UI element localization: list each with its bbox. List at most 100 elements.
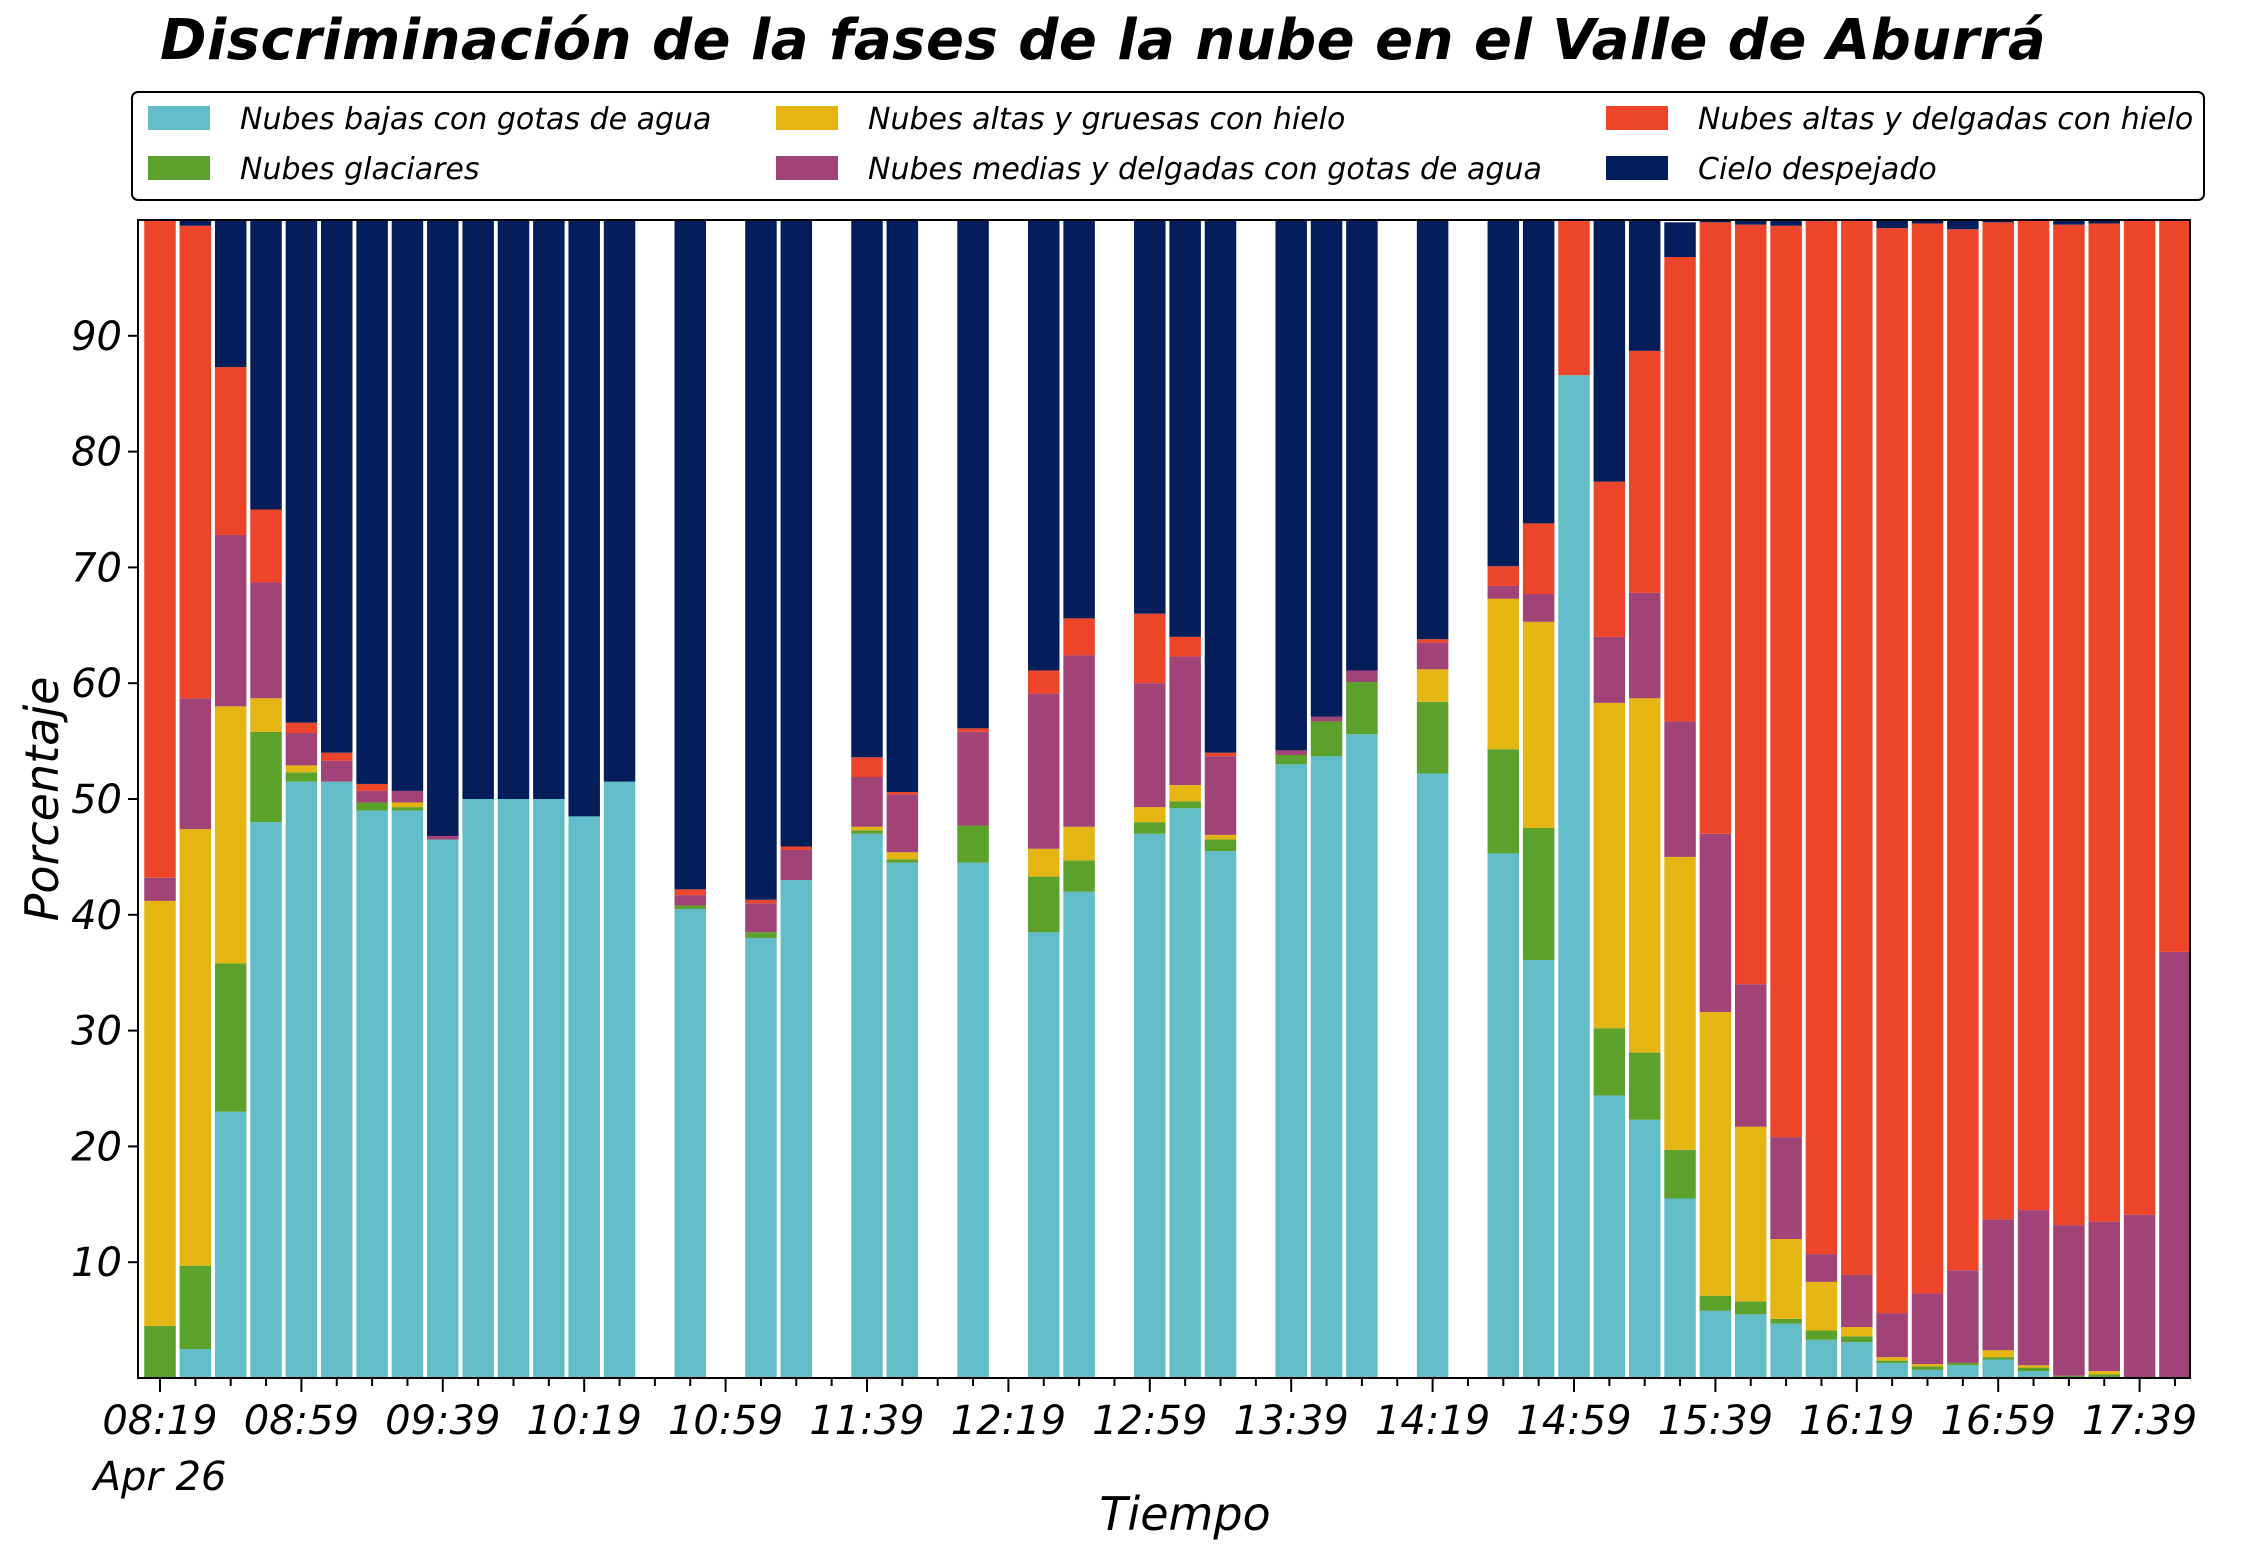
- bar-segment: [391, 220, 424, 791]
- bar-segment: [745, 932, 777, 938]
- bar-segment: [2159, 951, 2191, 1378]
- bar-segment: [391, 790, 424, 803]
- bar-segment: [1558, 220, 1590, 376]
- bar-segment: [1346, 682, 1378, 735]
- bar-segment: [321, 781, 353, 1378]
- bar-segment: [886, 792, 919, 795]
- bar-segment: [1063, 618, 1095, 656]
- bar-segment: [1487, 853, 1520, 1378]
- bar-segment: [1982, 220, 2014, 223]
- bar-segment: [1876, 228, 1908, 1314]
- x-tick-label: 11:39: [809, 1398, 924, 1444]
- bar-segment: [1735, 1126, 1767, 1302]
- bar-segment: [1028, 876, 1060, 933]
- legend-swatch: [776, 156, 838, 180]
- bar-segment: [1841, 1342, 1873, 1378]
- legend-swatch: [148, 156, 210, 180]
- bar-segment: [179, 1349, 212, 1378]
- bar-segment: [321, 760, 353, 782]
- bar-segment: [1664, 856, 1696, 1150]
- bar-segment: [1841, 1327, 1873, 1337]
- bar-segment: [427, 836, 459, 840]
- bar-segment: [321, 220, 353, 753]
- bar-segment: [2053, 1225, 2085, 1376]
- bar-segment: [1593, 481, 1626, 637]
- x-tick-label: 17:39: [2082, 1398, 2197, 1444]
- bar-segment: [2159, 220, 2191, 952]
- bar-segment: [1911, 1366, 1944, 1370]
- x-tick-label: 12:59: [1092, 1398, 1207, 1444]
- bar-segment: [285, 732, 318, 766]
- bar-segment: [1134, 220, 1166, 614]
- bar-segment: [2017, 1365, 2050, 1368]
- x-tick-label: 10:59: [668, 1398, 783, 1444]
- bar-segment: [1028, 220, 1060, 671]
- bar-segment: [957, 862, 989, 1378]
- bar-segment: [1204, 752, 1237, 757]
- y-axis: 10 20 30 40 50 60 70 80 90: [71, 314, 138, 1286]
- bar-segment: [356, 810, 388, 1378]
- bar-segment: [1699, 1012, 1732, 1296]
- bar-segment: [674, 905, 706, 910]
- bar-segment: [745, 937, 777, 1378]
- y-axis-label: Porcentaje: [15, 677, 69, 922]
- bar-segment: [1487, 585, 1520, 599]
- bar-segment: [1699, 833, 1732, 1013]
- bar-segment: [1876, 1362, 1908, 1378]
- bar-segment: [1699, 222, 1732, 834]
- legend-label: Nubes bajas con gotas de agua: [240, 102, 711, 137]
- x-axis-label: Tiempo: [1099, 1487, 1270, 1541]
- bar-segment: [1664, 721, 1696, 857]
- x-tick-label: 14:19: [1375, 1398, 1490, 1444]
- bar-segment: [1487, 566, 1520, 586]
- bar-segment: [1628, 1119, 1661, 1378]
- bar-segment: [1664, 1198, 1696, 1378]
- legend-swatch: [148, 106, 210, 130]
- chart-title: Discriminación de la fases de la nube en…: [160, 8, 2047, 73]
- x-tick-label: 10:19: [527, 1398, 642, 1444]
- bar-segment: [1841, 1336, 1873, 1343]
- y-tick-label: 80: [71, 430, 122, 476]
- bar-segment: [250, 509, 282, 583]
- bar-segment: [1063, 860, 1095, 892]
- bar-segment: [1735, 224, 1767, 985]
- x-tick-label: 15:39: [1658, 1398, 1773, 1444]
- y-tick-label: 10: [71, 1240, 122, 1286]
- legend-swatch: [1606, 156, 1668, 180]
- bar-segment: [2088, 1221, 2120, 1372]
- bar-segment: [144, 900, 176, 1326]
- bar-segment: [1134, 807, 1166, 823]
- bar-segment: [603, 220, 636, 782]
- bar-segment: [1028, 693, 1060, 849]
- bar-segment: [1134, 613, 1166, 684]
- bar-segment: [957, 220, 989, 729]
- bar-segment: [1522, 621, 1555, 828]
- bar-segment: [851, 220, 883, 758]
- bar-segment: [851, 826, 883, 831]
- bar-segment: [179, 1265, 212, 1350]
- bar-segment: [1876, 1313, 1908, 1358]
- x-tick-label: 09:39: [385, 1398, 500, 1444]
- bar-segment: [285, 220, 318, 723]
- y-tick-label: 50: [71, 777, 122, 823]
- bar-segment: [2017, 220, 2050, 1211]
- bar-segment: [1628, 592, 1661, 699]
- bar-segment: [780, 849, 813, 881]
- bar-segment: [1770, 220, 1802, 226]
- bar-segment: [533, 220, 565, 799]
- bar-segment: [144, 220, 176, 878]
- bar-segment: [356, 220, 388, 784]
- bar-segment: [1982, 1357, 2014, 1360]
- bar-segment: [497, 799, 530, 1378]
- bar-segment: [1310, 220, 1343, 717]
- bar-segment: [1735, 984, 1767, 1127]
- bar-segment: [179, 829, 212, 1266]
- bar-segment: [356, 790, 388, 803]
- legend-item: Nubes medias y delgadas con gotas de agu…: [776, 152, 1542, 187]
- bar-segment: [2017, 1210, 2050, 1366]
- bar-segment: [1735, 1314, 1767, 1378]
- bar-segment: [674, 909, 706, 1378]
- bar-segment: [144, 1325, 176, 1378]
- x-tick-label: 16:19: [1799, 1398, 1914, 1444]
- bar-segment: [957, 825, 989, 863]
